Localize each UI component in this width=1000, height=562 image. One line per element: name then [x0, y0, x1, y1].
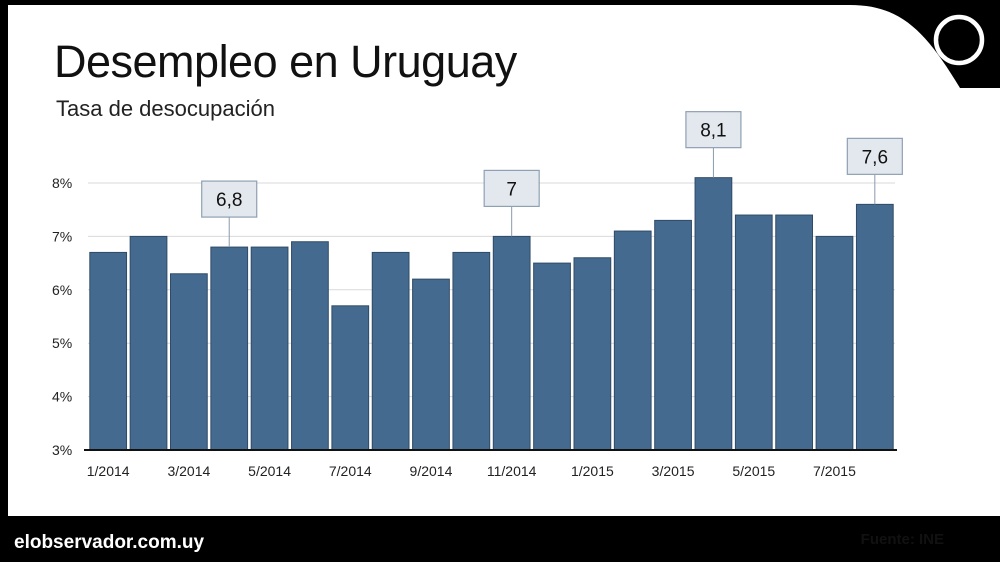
bar	[734, 214, 773, 451]
bar	[654, 219, 692, 451]
bar	[170, 273, 208, 451]
data-label: 7	[506, 179, 517, 200]
data-label: 6,8	[216, 190, 242, 211]
y-tick-label: 3%	[52, 442, 72, 458]
source-note: Fuente: INE	[860, 531, 944, 548]
x-tick-label: 9/2014	[410, 463, 453, 479]
y-tick-label: 5%	[52, 335, 72, 351]
bar	[533, 262, 571, 451]
x-tick-label: 3/2014	[167, 463, 210, 479]
chart-title: Desempleo en Uruguay	[54, 36, 517, 87]
x-tick-label: 7/2015	[813, 463, 856, 479]
y-tick-label: 7%	[52, 228, 72, 244]
bar	[129, 235, 168, 451]
bar	[210, 246, 249, 451]
y-tick-label: 8%	[52, 175, 72, 191]
callout-box	[201, 180, 258, 218]
x-tick-label: 1/2014	[87, 463, 130, 479]
bar	[855, 203, 894, 451]
y-tick-label: 4%	[52, 389, 72, 405]
y-tick-label: 6%	[52, 282, 72, 298]
bar	[331, 305, 370, 451]
bar	[613, 230, 652, 451]
x-tick-label: 3/2015	[652, 463, 695, 479]
bar	[452, 251, 491, 451]
x-tick-label: 5/2014	[248, 463, 291, 479]
bar	[291, 241, 329, 451]
bar	[412, 278, 450, 451]
bar	[815, 235, 854, 451]
bar	[694, 177, 733, 451]
bar	[775, 214, 813, 451]
callout-box	[483, 169, 540, 207]
x-tick-label: 5/2015	[732, 463, 775, 479]
x-tick-label: 7/2014	[329, 463, 372, 479]
el-observador-circle-logo	[933, 14, 985, 66]
bar	[492, 235, 531, 451]
bar	[573, 257, 612, 451]
x-tick-label: 1/2015	[571, 463, 614, 479]
bar	[371, 251, 410, 451]
data-label: 7,6	[862, 147, 888, 168]
callout-box	[685, 111, 742, 149]
x-tick-label: 11/2014	[487, 463, 537, 479]
chart-subtitle: Tasa de desocupación	[56, 96, 275, 121]
data-label: 8,1	[700, 121, 726, 142]
bar	[250, 246, 289, 451]
bar	[89, 251, 128, 451]
site-url[interactable]: elobservador.com.uy	[14, 532, 205, 553]
callout-box	[846, 137, 903, 175]
